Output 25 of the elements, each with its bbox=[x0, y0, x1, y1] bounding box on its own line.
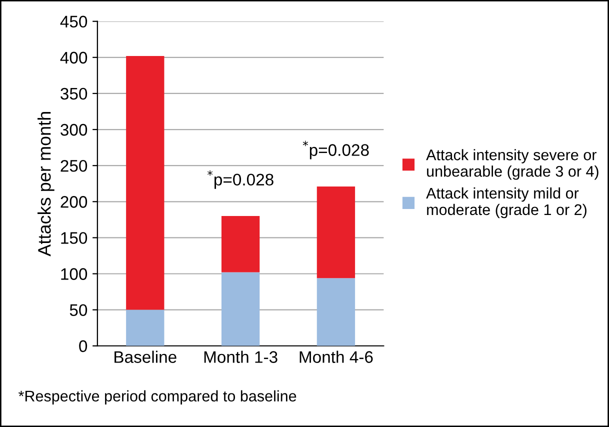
y-tick-label: 0 bbox=[79, 340, 88, 352]
x-tick-label: Month 1-3 bbox=[204, 350, 278, 363]
annotation: $^{*}$p=0.028 bbox=[302, 140, 369, 160]
y-tick-label: 250 bbox=[60, 160, 88, 172]
bar bbox=[316, 186, 356, 278]
y-tick-label: 100 bbox=[61, 268, 88, 280]
bar bbox=[221, 216, 260, 272]
y-tick-label: 350 bbox=[60, 88, 88, 100]
text: *Respective period compared to baseline bbox=[18, 390, 296, 405]
annotation: $^{*}$p=0.028 bbox=[207, 170, 274, 189]
legend-label: Attack intensity mild or moderate (grade 1 or 2) bbox=[426, 187, 586, 218]
y-tick-label: 50 bbox=[70, 304, 88, 316]
y-tick-label: 300 bbox=[60, 124, 88, 136]
x-tick-label: Month 4-6 bbox=[300, 350, 373, 363]
bar bbox=[316, 278, 356, 346]
bar bbox=[126, 56, 164, 310]
y-tick-label: 450 bbox=[60, 16, 88, 28]
legend-label: Attack intensity severe or unbearable (grade 3 or 4) bbox=[426, 149, 598, 180]
bar bbox=[126, 310, 164, 346]
y-tick-label: 400 bbox=[60, 52, 88, 64]
y-axis-title: Attacks per month bbox=[38, 112, 54, 256]
bar bbox=[221, 272, 260, 346]
x-tick-label: Baseline bbox=[114, 350, 176, 363]
y-tick-label: 200 bbox=[60, 196, 88, 208]
y-tick-label: 150 bbox=[61, 232, 88, 244]
